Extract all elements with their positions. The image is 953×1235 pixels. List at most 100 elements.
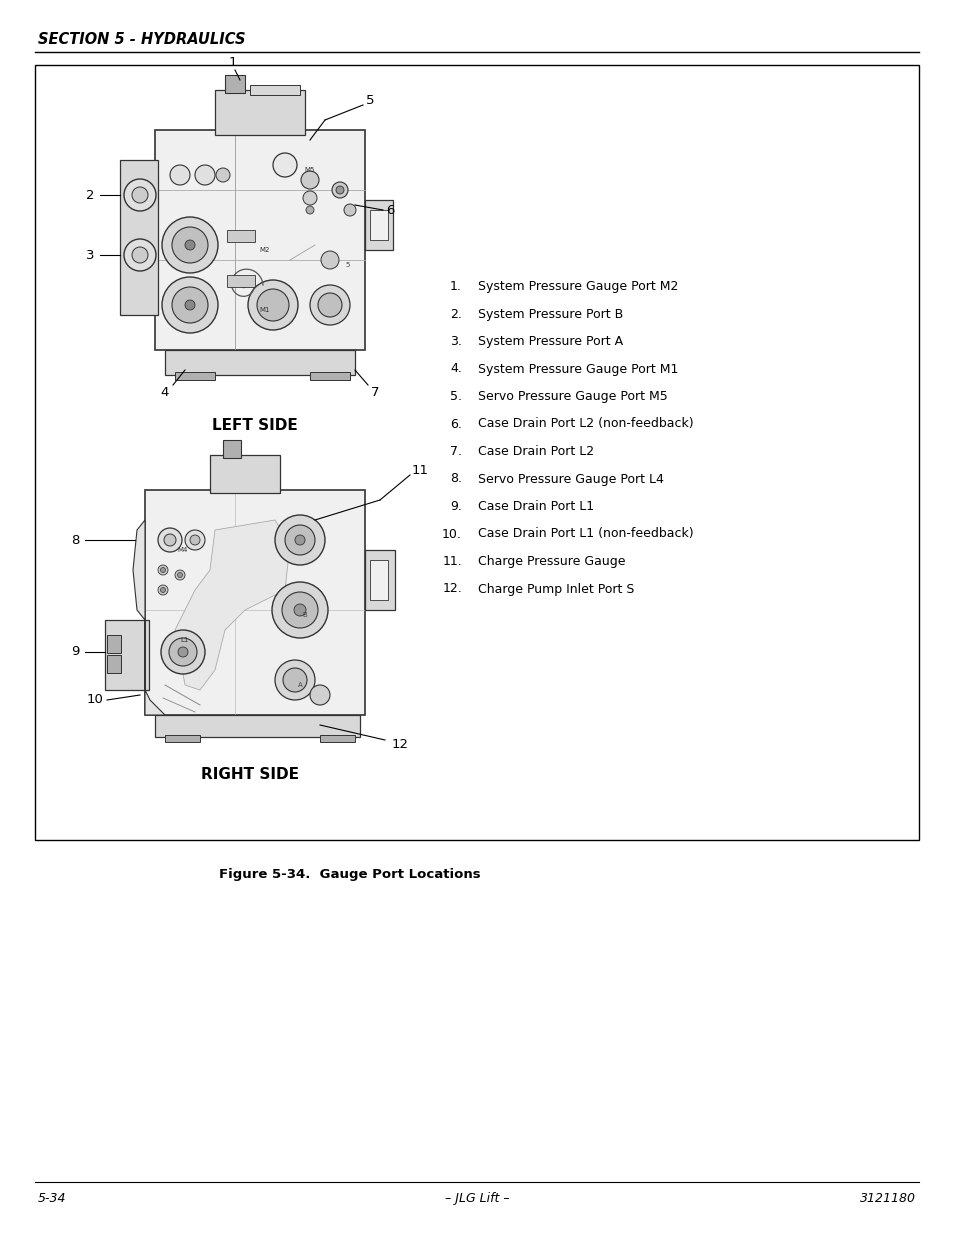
Text: System Pressure Gauge Port M2: System Pressure Gauge Port M2 xyxy=(477,280,678,293)
Text: 6.: 6. xyxy=(450,417,461,431)
FancyBboxPatch shape xyxy=(145,490,365,715)
FancyBboxPatch shape xyxy=(154,130,365,350)
Circle shape xyxy=(170,165,190,185)
FancyBboxPatch shape xyxy=(35,65,918,840)
Text: 4.: 4. xyxy=(450,363,461,375)
Text: 5: 5 xyxy=(345,262,350,268)
Text: 9: 9 xyxy=(71,646,79,658)
Text: 8.: 8. xyxy=(450,473,461,485)
FancyBboxPatch shape xyxy=(310,372,350,380)
Circle shape xyxy=(190,535,200,545)
Text: 10: 10 xyxy=(87,694,103,706)
Circle shape xyxy=(285,525,314,555)
Text: L1: L1 xyxy=(181,637,189,643)
Text: 6: 6 xyxy=(385,204,394,216)
Circle shape xyxy=(158,564,168,576)
Circle shape xyxy=(294,535,305,545)
Circle shape xyxy=(158,529,182,552)
Circle shape xyxy=(274,515,325,564)
Circle shape xyxy=(172,227,208,263)
Text: Case Drain Port L1 (non-feedback): Case Drain Port L1 (non-feedback) xyxy=(477,527,693,541)
FancyBboxPatch shape xyxy=(227,230,254,242)
Text: 12.: 12. xyxy=(442,583,461,595)
Circle shape xyxy=(172,287,208,324)
Circle shape xyxy=(335,186,344,194)
Circle shape xyxy=(194,165,214,185)
FancyBboxPatch shape xyxy=(223,440,241,458)
Text: System Pressure Gauge Port M1: System Pressure Gauge Port M1 xyxy=(477,363,678,375)
Circle shape xyxy=(160,588,165,593)
Circle shape xyxy=(178,647,188,657)
Text: 1.: 1. xyxy=(450,280,461,293)
Text: 7: 7 xyxy=(371,385,379,399)
FancyBboxPatch shape xyxy=(107,635,121,653)
Circle shape xyxy=(301,170,318,189)
Text: M2: M2 xyxy=(259,247,270,253)
Circle shape xyxy=(164,534,175,546)
Text: Charge Pump Inlet Port S: Charge Pump Inlet Port S xyxy=(477,583,634,595)
Text: 5: 5 xyxy=(365,94,374,106)
Circle shape xyxy=(174,571,185,580)
Text: Case Drain Port L1: Case Drain Port L1 xyxy=(477,500,594,513)
FancyBboxPatch shape xyxy=(210,454,280,493)
FancyBboxPatch shape xyxy=(105,620,149,690)
FancyBboxPatch shape xyxy=(370,210,388,240)
Circle shape xyxy=(310,685,330,705)
Text: 1: 1 xyxy=(229,56,237,68)
Text: SECTION 5 - HYDRAULICS: SECTION 5 - HYDRAULICS xyxy=(38,32,245,47)
Text: 3121180: 3121180 xyxy=(859,1192,915,1205)
Circle shape xyxy=(273,153,296,177)
FancyBboxPatch shape xyxy=(365,200,393,249)
FancyBboxPatch shape xyxy=(225,75,245,93)
FancyBboxPatch shape xyxy=(365,550,395,610)
Circle shape xyxy=(320,251,338,269)
Polygon shape xyxy=(132,520,165,715)
Circle shape xyxy=(160,568,165,573)
Circle shape xyxy=(310,285,350,325)
Circle shape xyxy=(283,668,307,692)
Text: 12: 12 xyxy=(391,739,408,752)
FancyBboxPatch shape xyxy=(214,90,305,135)
Text: M4: M4 xyxy=(177,547,188,553)
Text: 9.: 9. xyxy=(450,500,461,513)
Text: Figure 5-34.  Gauge Port Locations: Figure 5-34. Gauge Port Locations xyxy=(219,868,480,881)
Circle shape xyxy=(161,630,205,674)
FancyBboxPatch shape xyxy=(154,715,359,737)
Circle shape xyxy=(158,585,168,595)
Text: – JLG Lift –: – JLG Lift – xyxy=(444,1192,509,1205)
Circle shape xyxy=(124,240,156,270)
Circle shape xyxy=(344,204,355,216)
Text: Servo Pressure Gauge Port M5: Servo Pressure Gauge Port M5 xyxy=(477,390,667,403)
Text: System Pressure Port B: System Pressure Port B xyxy=(477,308,622,321)
Circle shape xyxy=(215,168,230,182)
FancyBboxPatch shape xyxy=(319,735,355,742)
FancyBboxPatch shape xyxy=(174,372,214,380)
FancyBboxPatch shape xyxy=(165,735,200,742)
Circle shape xyxy=(185,240,194,249)
Text: 5-34: 5-34 xyxy=(38,1192,67,1205)
Text: 8: 8 xyxy=(71,534,79,547)
Circle shape xyxy=(132,247,148,263)
Circle shape xyxy=(303,191,316,205)
FancyBboxPatch shape xyxy=(107,655,121,673)
Circle shape xyxy=(282,592,317,629)
FancyBboxPatch shape xyxy=(227,275,254,287)
Text: B: B xyxy=(302,613,307,618)
Text: 11: 11 xyxy=(411,463,428,477)
Text: A: A xyxy=(297,682,302,688)
Text: Charge Pressure Gauge: Charge Pressure Gauge xyxy=(477,555,625,568)
Circle shape xyxy=(256,289,289,321)
Text: 10.: 10. xyxy=(441,527,461,541)
Circle shape xyxy=(185,300,194,310)
Circle shape xyxy=(248,280,297,330)
Circle shape xyxy=(124,179,156,211)
Circle shape xyxy=(317,293,341,317)
Text: 7.: 7. xyxy=(450,445,461,458)
Text: System Pressure Port A: System Pressure Port A xyxy=(477,335,622,348)
Circle shape xyxy=(306,206,314,214)
Circle shape xyxy=(162,277,218,333)
Circle shape xyxy=(294,604,306,616)
Text: Case Drain Port L2 (non-feedback): Case Drain Port L2 (non-feedback) xyxy=(477,417,693,431)
FancyBboxPatch shape xyxy=(120,161,158,315)
Text: LEFT SIDE: LEFT SIDE xyxy=(212,417,297,433)
